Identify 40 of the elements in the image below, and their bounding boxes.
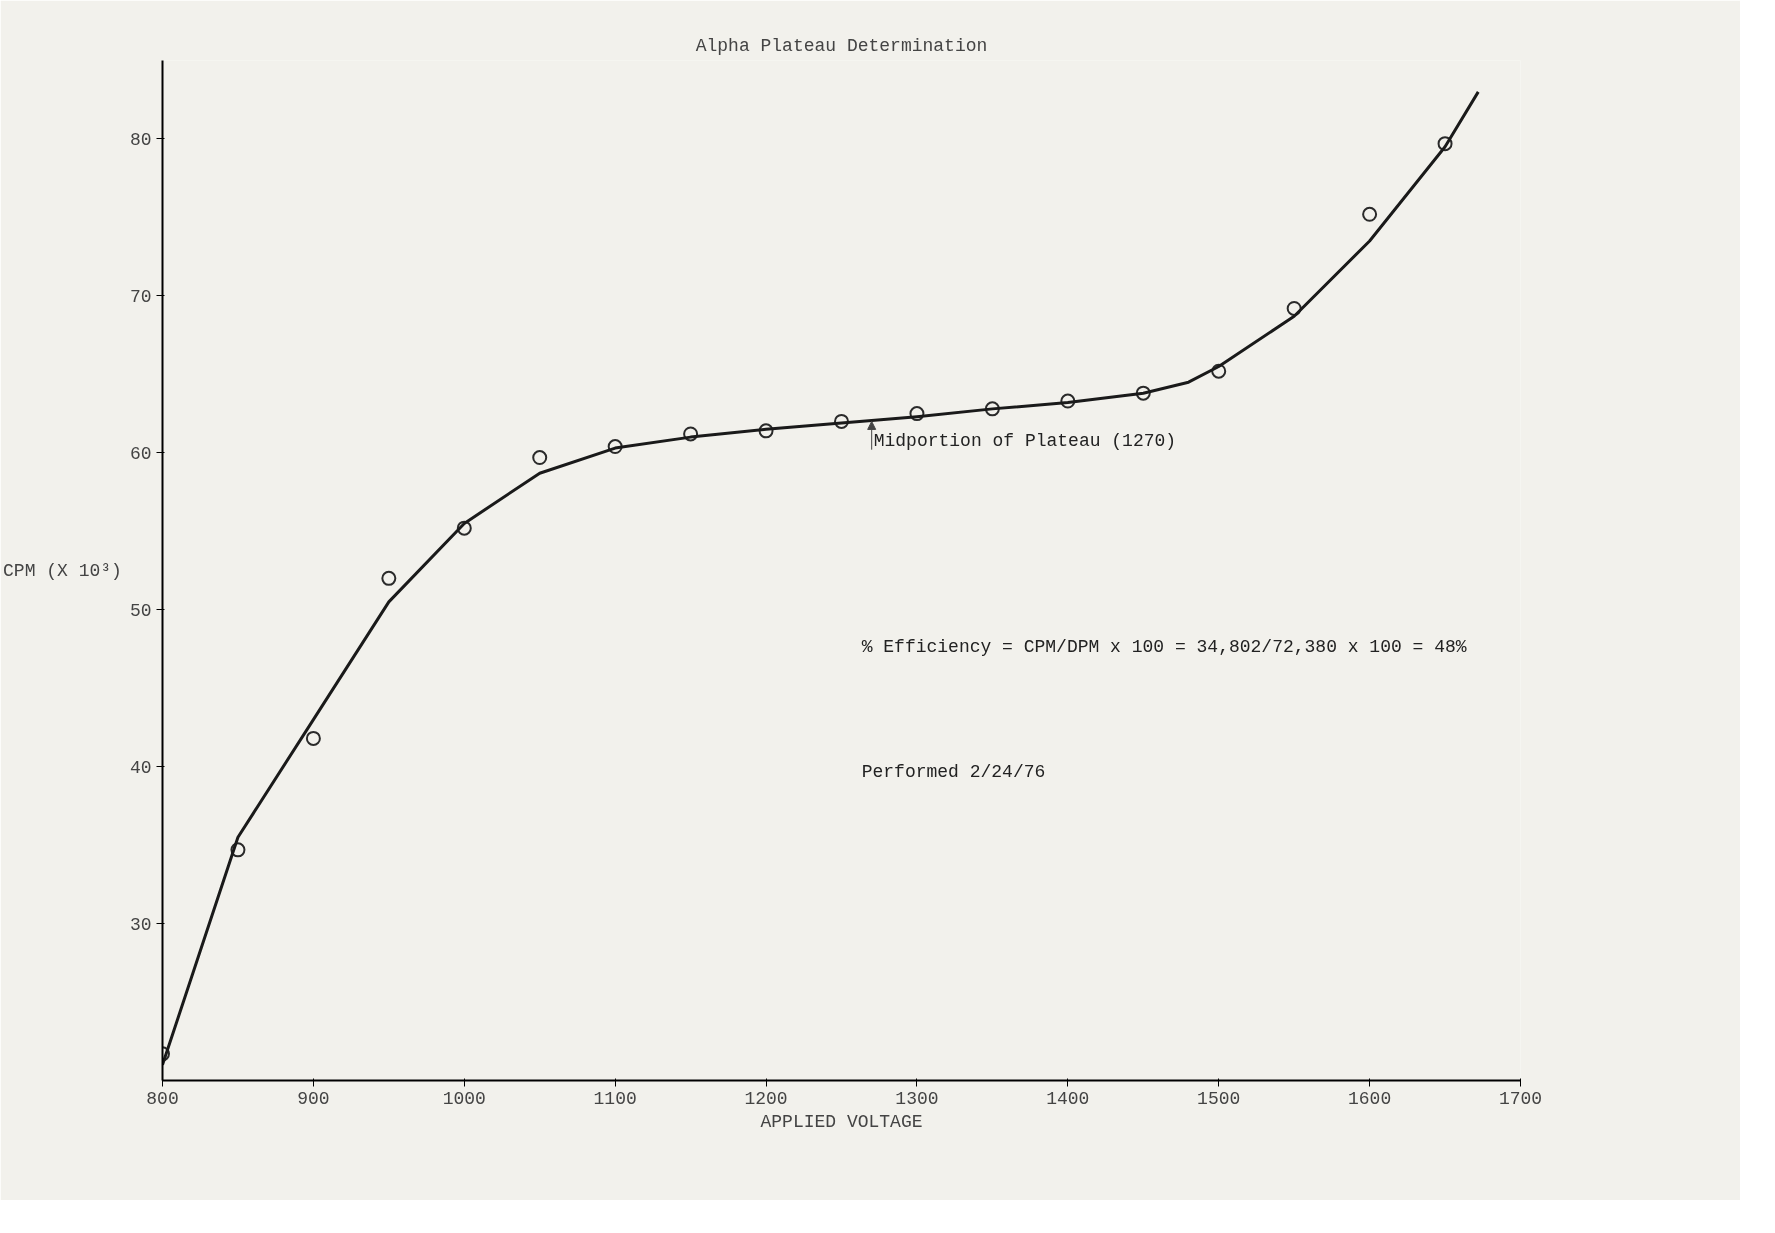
point bbox=[305, 730, 321, 746]
y-tick-label: 50 bbox=[129, 600, 152, 621]
point bbox=[532, 450, 548, 465]
point bbox=[1362, 206, 1378, 222]
y-tick-label: 60 bbox=[129, 443, 152, 464]
y-tick-label: 30 bbox=[129, 914, 152, 935]
point bbox=[1437, 136, 1453, 152]
chart-title: Alpha Plateau Determination bbox=[695, 35, 988, 56]
annotation: Midportion of Plateau (1270) bbox=[873, 431, 1177, 452]
x-tick-label: 1500 bbox=[1197, 1088, 1241, 1109]
point bbox=[1286, 300, 1302, 316]
point bbox=[834, 413, 849, 429]
y-tick-label: 80 bbox=[129, 129, 152, 150]
x-tick-label: 1600 bbox=[1348, 1088, 1392, 1109]
point bbox=[909, 406, 925, 422]
point bbox=[1060, 393, 1076, 409]
x-tick-label: 1700 bbox=[1498, 1088, 1543, 1109]
point bbox=[607, 439, 623, 455]
x-tick-label: 800 bbox=[146, 1088, 179, 1109]
y-tick-label: 70 bbox=[129, 286, 152, 307]
x-tick-label: 1300 bbox=[895, 1088, 939, 1109]
point bbox=[984, 401, 1000, 417]
x-axis-title: APPLIED VOLTAGE bbox=[760, 1111, 923, 1132]
point bbox=[683, 426, 699, 442]
line-series bbox=[162, 90, 1480, 1067]
x-tick-label: 1100 bbox=[593, 1088, 637, 1109]
x-tick-label: 1400 bbox=[1046, 1088, 1090, 1109]
point bbox=[1135, 385, 1151, 401]
point bbox=[456, 520, 472, 536]
point bbox=[381, 570, 397, 586]
y-tick-label: 40 bbox=[129, 757, 152, 778]
y-axis-title: CPM (X 10³) bbox=[3, 560, 122, 581]
point bbox=[230, 842, 246, 858]
x-tick-label: 1200 bbox=[744, 1088, 788, 1109]
x-tick-label: 900 bbox=[297, 1088, 330, 1109]
annotation: Performed 2/24/76 bbox=[861, 762, 1046, 783]
x-tick-label: 1000 bbox=[442, 1088, 486, 1109]
point bbox=[1211, 363, 1227, 379]
annotation: % Efficiency = CPM/DPM x 100 = 34,802/72,380 x 100 = 48% bbox=[861, 636, 1467, 657]
point bbox=[758, 423, 774, 439]
